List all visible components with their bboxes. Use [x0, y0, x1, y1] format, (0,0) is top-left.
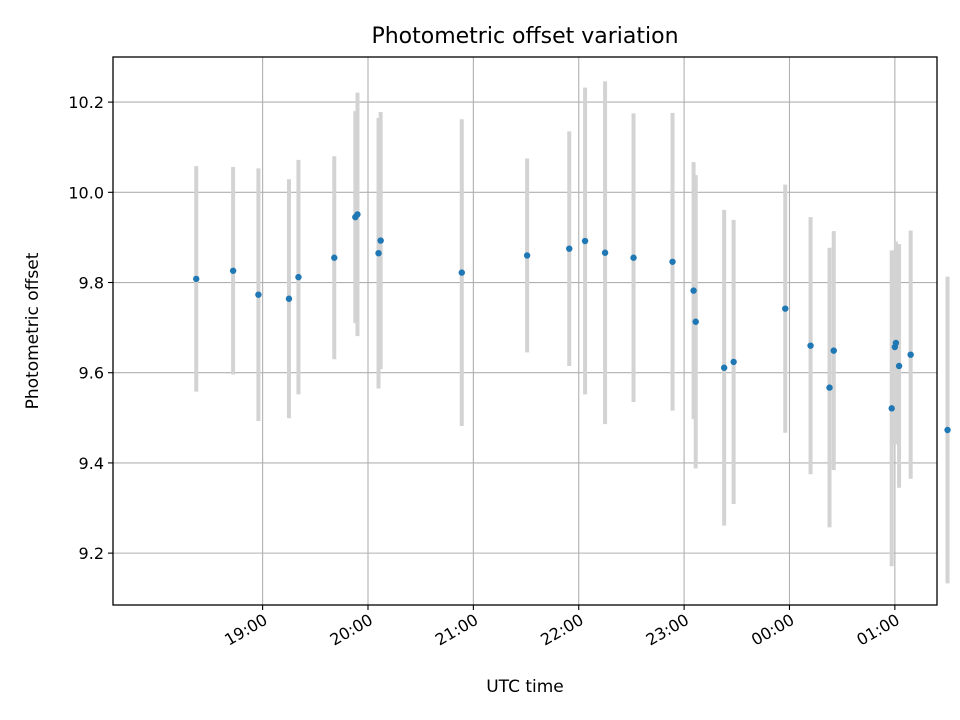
data-point [354, 211, 361, 218]
data-point [730, 358, 737, 366]
data-point [523, 252, 531, 259]
plot-frame [112, 56, 938, 606]
data-point [807, 342, 814, 349]
data-point [458, 269, 465, 276]
data-point [581, 237, 589, 245]
data-point [720, 364, 728, 371]
y-tick-label: 9.8 [79, 274, 104, 293]
data-point [690, 287, 697, 294]
y-axis-label: Photometric offset [23, 252, 43, 409]
data-point [630, 254, 637, 261]
data-point [782, 305, 789, 312]
data-point [692, 318, 699, 325]
y-tick-label: 9.2 [79, 544, 104, 563]
x-axis-label: UTC time [486, 677, 564, 697]
data-point [826, 384, 833, 391]
data-point [377, 237, 384, 244]
data-point [295, 273, 302, 281]
data-point [892, 339, 900, 347]
data-point [895, 362, 903, 370]
data-point [566, 245, 573, 252]
data-point [944, 426, 951, 434]
data-point [601, 249, 609, 256]
y-tick-label: 9.4 [79, 454, 104, 473]
y-tick-label: 10.0 [68, 183, 104, 202]
grid [113, 57, 937, 605]
data-point [907, 351, 914, 358]
data-point [255, 291, 262, 298]
y-tick-label: 10.2 [68, 93, 104, 112]
data-points [193, 211, 951, 434]
data-point [229, 267, 237, 274]
data-point [375, 249, 382, 257]
data-point [888, 405, 895, 412]
data-point [193, 275, 200, 283]
y-tick-label: 9.6 [79, 364, 104, 383]
data-point [285, 295, 293, 302]
data-point [669, 258, 676, 265]
chart-title: Photometric offset variation [371, 24, 678, 49]
data-point [331, 254, 338, 261]
data-point [830, 347, 837, 354]
